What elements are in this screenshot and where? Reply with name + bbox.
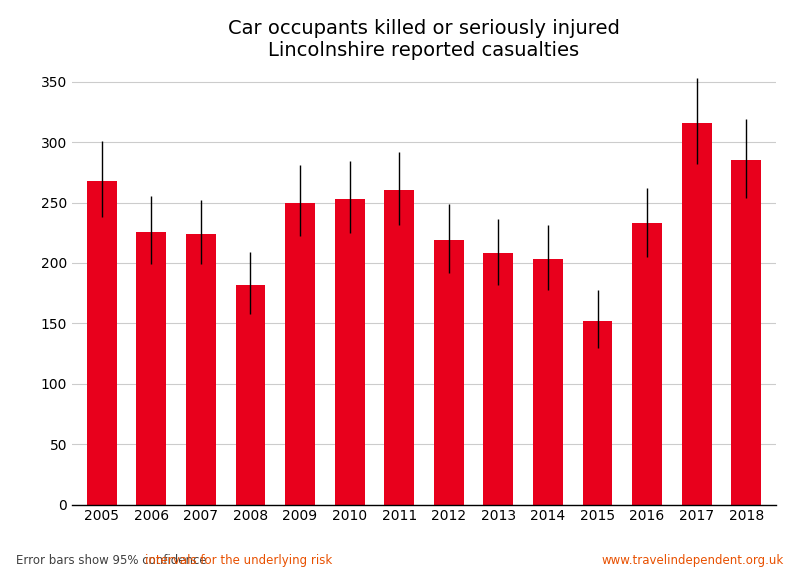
Bar xyxy=(483,253,514,505)
Bar xyxy=(186,234,216,505)
Bar xyxy=(285,202,315,505)
Bar xyxy=(582,321,612,505)
Bar xyxy=(682,123,711,505)
Bar xyxy=(434,240,464,505)
Bar xyxy=(334,199,365,505)
Text: Error bars show 95% confidence: Error bars show 95% confidence xyxy=(16,554,210,567)
Bar xyxy=(384,190,414,505)
Text: intervals for the underlying risk: intervals for the underlying risk xyxy=(145,554,332,567)
Bar xyxy=(236,285,266,505)
Text: www.travelindependent.org.uk: www.travelindependent.org.uk xyxy=(602,554,784,567)
Title: Car occupants killed or seriously injured
Lincolnshire reported casualties: Car occupants killed or seriously injure… xyxy=(228,19,620,60)
Bar xyxy=(87,181,117,505)
Bar xyxy=(731,160,761,505)
Bar xyxy=(632,223,662,505)
Bar xyxy=(137,231,166,505)
Bar xyxy=(533,259,563,505)
